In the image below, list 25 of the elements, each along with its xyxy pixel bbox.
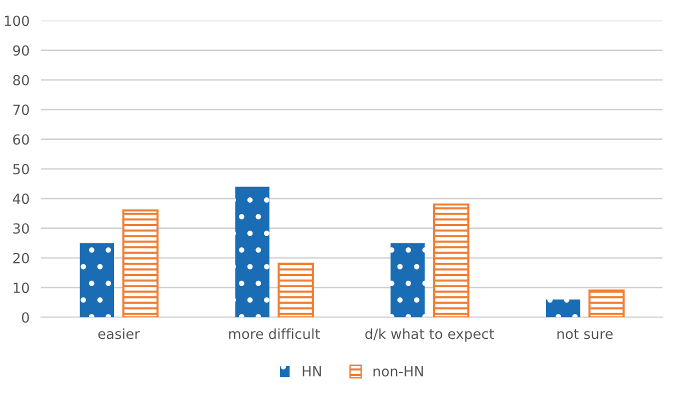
bar <box>235 186 270 318</box>
x-tick-label: more difficult <box>229 328 320 340</box>
bar <box>122 209 159 318</box>
y-tick-label: 100 <box>4 16 29 26</box>
x-tick-label: d/k what to expect <box>365 328 494 342</box>
x-tick-label: easier <box>98 328 140 340</box>
bar <box>80 243 114 318</box>
y-tick-label: 20 <box>13 252 29 264</box>
y-tick-label: 50 <box>13 164 29 174</box>
bar <box>390 243 425 318</box>
y-tick-label: 90 <box>13 45 29 56</box>
x-tick-label: not sure <box>558 329 613 340</box>
bar <box>588 289 625 318</box>
legend-label: non-HN <box>374 366 423 377</box>
y-tick-label: 60 <box>13 134 29 145</box>
bar <box>433 203 470 318</box>
y-tick-label: 80 <box>13 74 29 86</box>
y-tick-label: 30 <box>13 223 29 234</box>
bar <box>546 299 580 318</box>
legend-label: HN <box>302 366 321 376</box>
bar <box>278 262 314 318</box>
y-tick-label: 40 <box>12 194 29 204</box>
y-tick-label: 70 <box>13 104 29 116</box>
y-tick-label: 0 <box>22 312 29 323</box>
y-tick-label: 10 <box>14 282 29 294</box>
